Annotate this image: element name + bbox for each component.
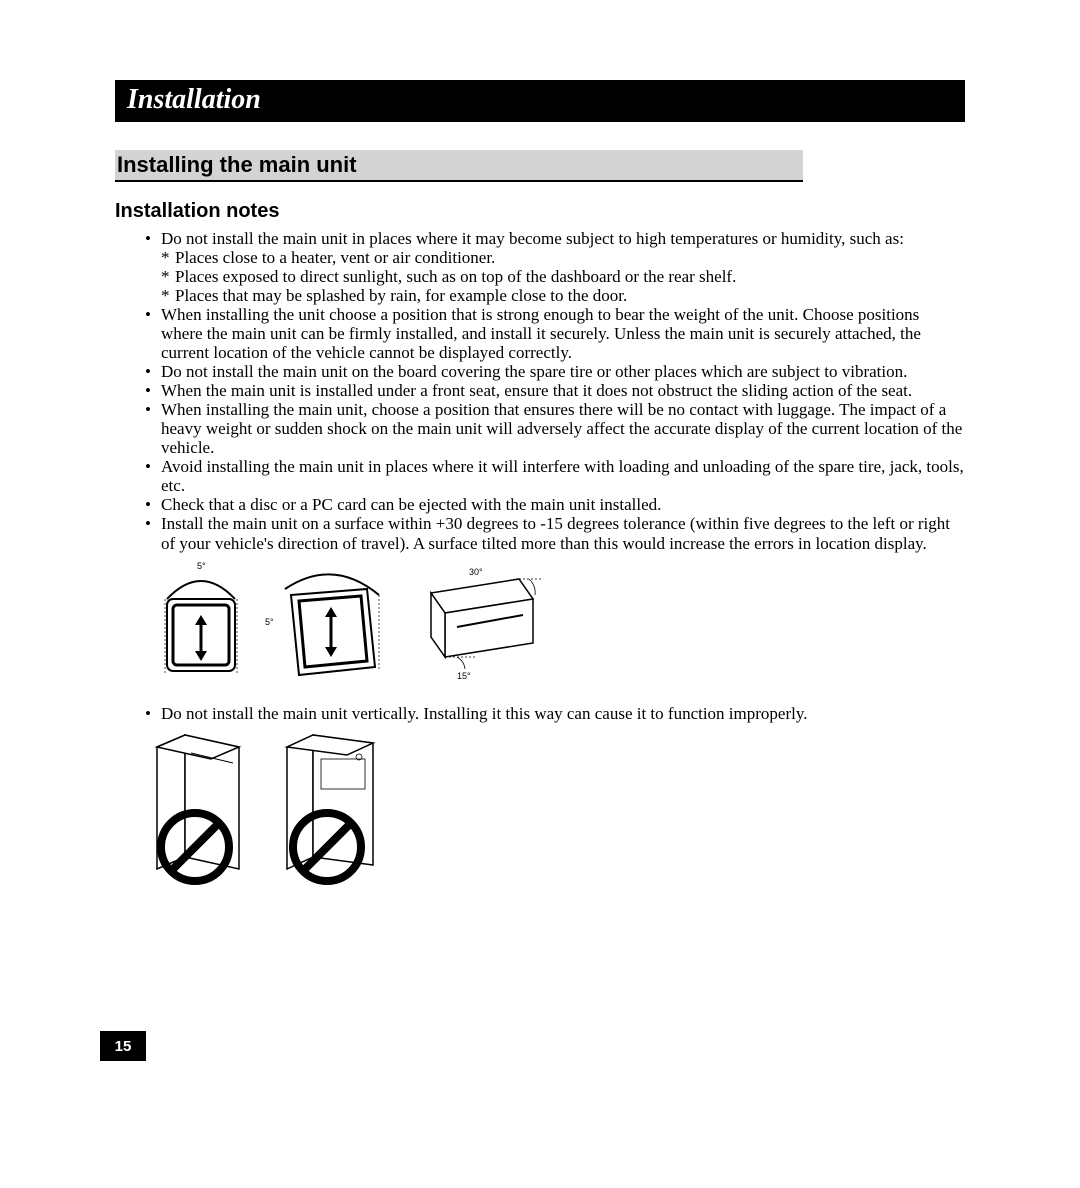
page-number-text: 15 [115, 1038, 132, 1055]
sub-text: Places close to a heater, vent or air co… [175, 248, 495, 267]
subsection-title: Installation notes [115, 200, 279, 222]
bullet-text: When installing the unit choose a positi… [161, 305, 921, 362]
bullet-list-container: Do not install the main unit in places w… [115, 229, 965, 553]
bullet-text: When the main unit is installed under a … [161, 381, 912, 400]
list-item: When installing the unit choose a positi… [115, 305, 965, 362]
bullet-text: Do not install the main unit in places w… [161, 229, 904, 248]
vertical-unit-1 [157, 735, 239, 881]
bullet-text: Avoid installing the main unit in places… [161, 457, 964, 495]
list-item: Avoid installing the main unit in places… [115, 457, 965, 495]
angle-label-mid: 5° [265, 617, 274, 627]
unit-iso: 30° 15° [431, 567, 541, 681]
list-item: Do not install the main unit in places w… [115, 229, 965, 305]
tilt-diagram-row: 5° 5° 30° 15 [143, 559, 965, 694]
angle-label-15: 15° [457, 671, 471, 681]
list-item: Do not install the main unit on the boar… [115, 362, 965, 381]
page-number-tab: 15 [100, 1031, 146, 1066]
page-number-svg: 15 [100, 1031, 146, 1061]
prohibit-diagram-row [143, 729, 965, 894]
prohibit-diagram-svg [143, 729, 403, 889]
tilt-diagram-svg: 5° 5° 30° 15 [143, 559, 543, 689]
bullet-list: Do not install the main unit vertically.… [115, 704, 965, 723]
list-item: Install the main unit on a surface withi… [115, 514, 965, 552]
vertical-unit-2 [287, 735, 373, 881]
sub-item: Places close to a heater, vent or air co… [161, 248, 965, 267]
list-item: When the main unit is installed under a … [115, 381, 965, 400]
unit-front-2: 5° [265, 574, 379, 675]
list-item: When installing the main unit, choose a … [115, 400, 965, 457]
bullet-list: Do not install the main unit in places w… [115, 229, 965, 553]
sub-text: Places exposed to direct sunlight, such … [175, 267, 736, 286]
bullet-text: Install the main unit on a surface withi… [161, 514, 950, 552]
chapter-title-bar: Installation [115, 80, 965, 122]
angle-label-30: 30° [469, 567, 483, 577]
bullet-text: Do not install the main unit on the boar… [161, 362, 907, 381]
chapter-title: Installation [127, 84, 261, 115]
section-heading: Installing the main unit [115, 150, 803, 182]
sub-list: Places close to a heater, vent or air co… [161, 248, 965, 305]
list-item: Do not install the main unit vertically.… [115, 704, 965, 723]
bullet-text: When installing the main unit, choose a … [161, 400, 962, 457]
sub-item: Places exposed to direct sunlight, such … [161, 267, 965, 286]
section-title: Installing the main unit [117, 152, 357, 177]
sub-item: Places that may be splashed by rain, for… [161, 286, 965, 305]
unit-front-1: 5° [165, 561, 237, 673]
bullet-text: Do not install the main unit vertically.… [161, 704, 808, 723]
angle-label-left: 5° [197, 561, 206, 571]
bullet-list-container-2: Do not install the main unit vertically.… [115, 704, 965, 723]
bullet-text: Check that a disc or a PC card can be ej… [161, 495, 661, 514]
subsection-heading: Installation notes [115, 200, 965, 223]
list-item: Check that a disc or a PC card can be ej… [115, 495, 965, 514]
sub-text: Places that may be splashed by rain, for… [175, 286, 627, 305]
